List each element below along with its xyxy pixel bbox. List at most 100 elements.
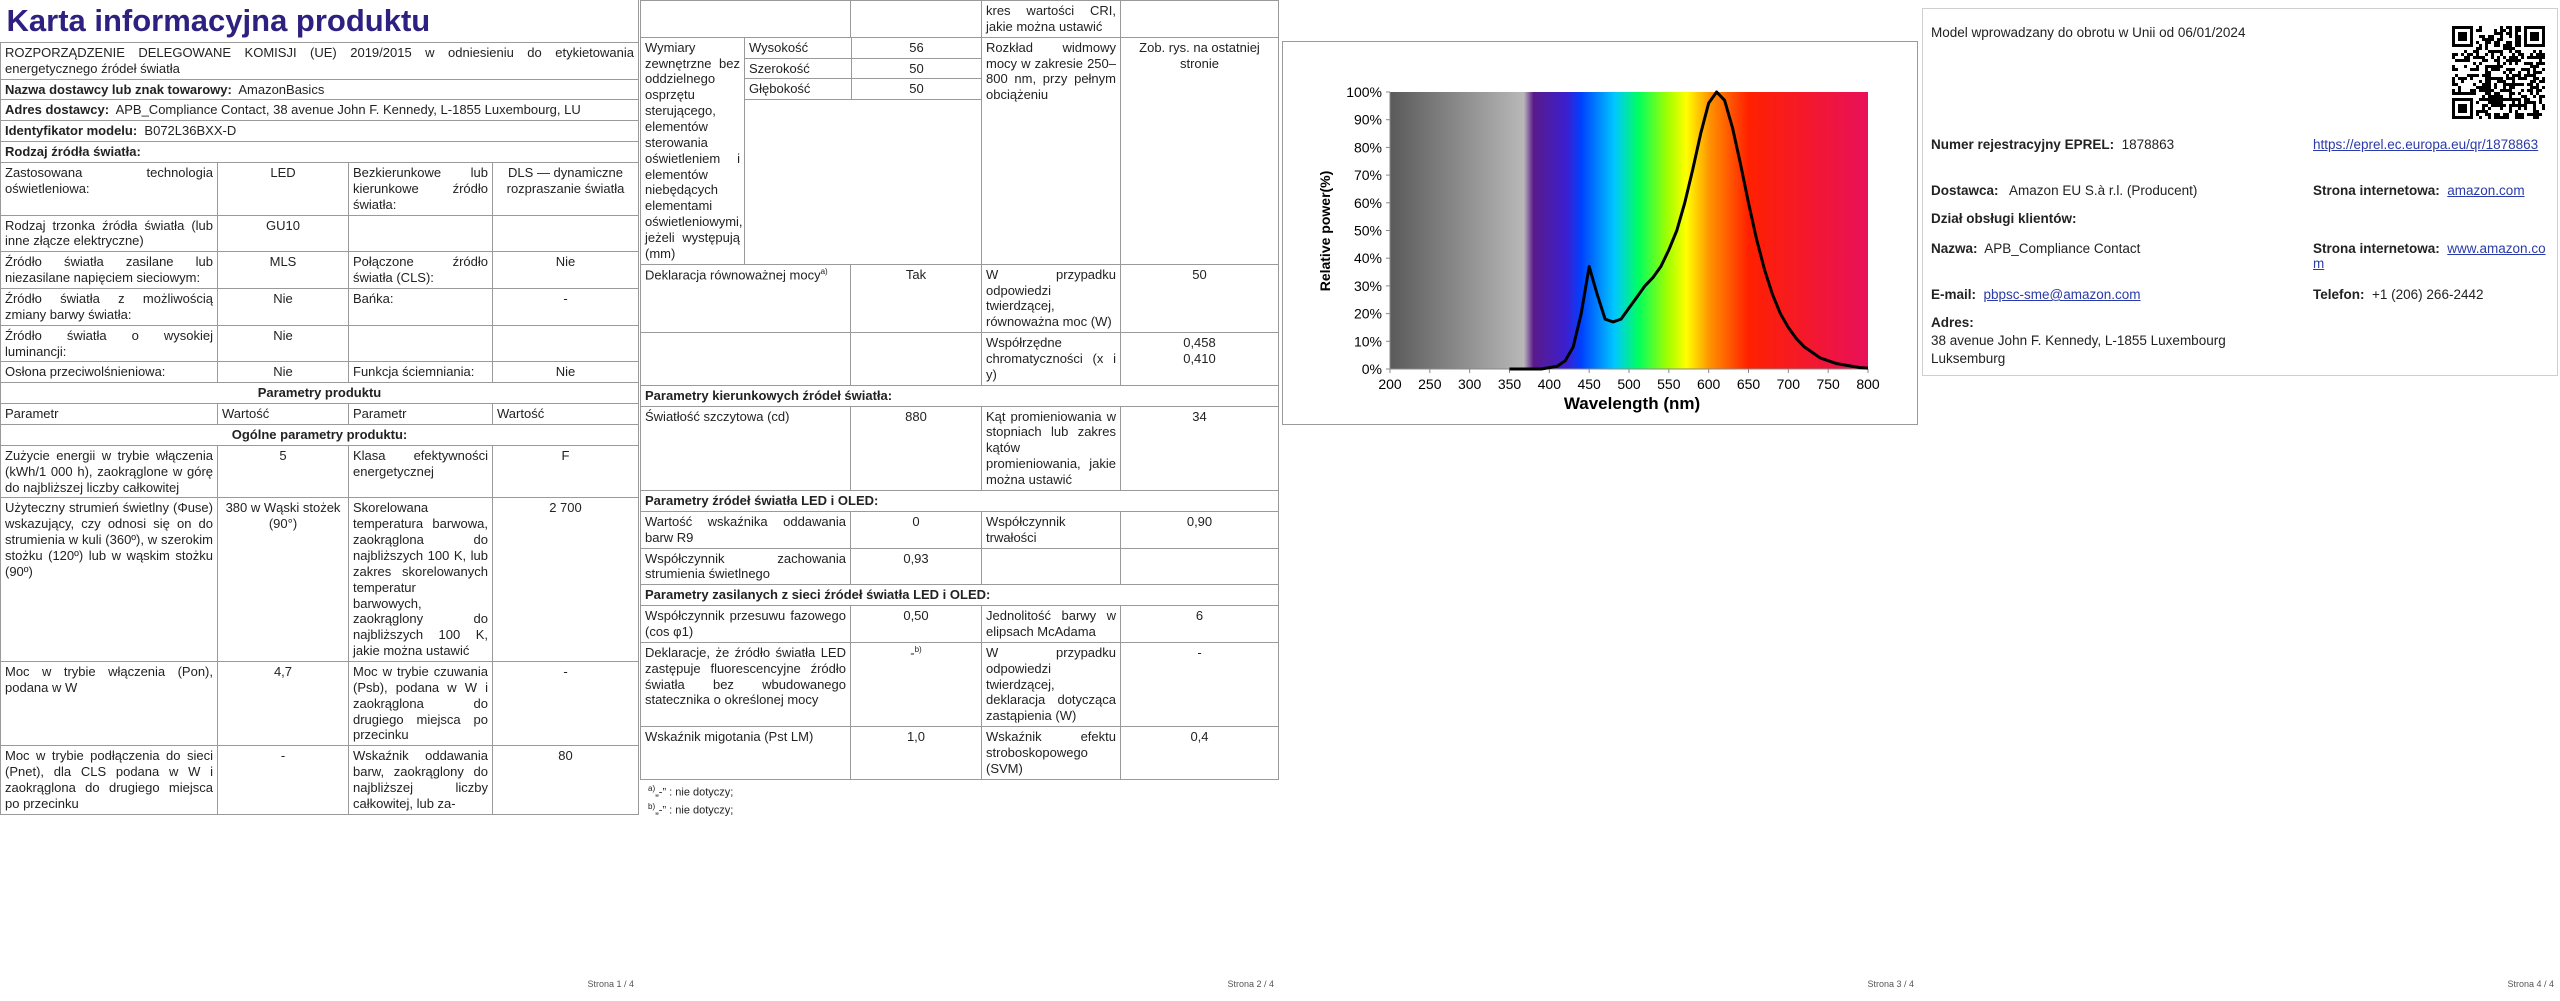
qr-module bbox=[2464, 92, 2467, 95]
qr-module bbox=[2533, 50, 2536, 53]
x-tick-label: 700 bbox=[1777, 376, 1801, 392]
page-content: kres wartości CRI, jakie można ustawić Wy… bbox=[640, 0, 1280, 972]
website-link[interactable]: www.amazon.com bbox=[2313, 241, 2546, 271]
qr-module bbox=[2491, 98, 2494, 101]
qr-module bbox=[2485, 65, 2488, 68]
qr-module bbox=[2488, 65, 2491, 68]
cell-text: - bbox=[563, 664, 568, 680]
table-row: Karta informacyjna produktu bbox=[0, 0, 639, 43]
qr-module bbox=[2458, 92, 2461, 95]
qr-module bbox=[2506, 41, 2509, 44]
qr-module bbox=[2479, 56, 2482, 59]
qr-module bbox=[2494, 116, 2497, 119]
cell-text: 0,50 bbox=[903, 608, 929, 624]
table-cell: Moc w trybie włączenia (Pon), podana w W bbox=[0, 661, 218, 747]
qr-module bbox=[2503, 62, 2506, 65]
qr-module bbox=[2503, 104, 2506, 107]
qr-module bbox=[2470, 92, 2473, 95]
cell-text: Współczynnik przesuwu fazowego (cos φ1) bbox=[645, 608, 846, 639]
qr-module bbox=[2497, 80, 2500, 83]
qr-module bbox=[2476, 50, 2479, 53]
qr-module bbox=[2482, 59, 2485, 62]
qr-module bbox=[2494, 32, 2497, 35]
qr-module bbox=[2542, 104, 2545, 107]
eprel-link[interactable]: https://eprel.ec.europa.eu/qr/1878863 bbox=[2313, 137, 2539, 152]
field-label: E-mail: bbox=[1931, 287, 1977, 302]
qr-module bbox=[2497, 50, 2500, 53]
qr-module bbox=[2491, 35, 2494, 38]
qr-module bbox=[2542, 68, 2545, 71]
table-cell: Osłona przeciwolśnieniowa: bbox=[0, 361, 218, 384]
qr-module bbox=[2479, 35, 2482, 38]
dimension-value: 56 bbox=[851, 37, 981, 59]
field-label: Telefon: bbox=[2313, 287, 2365, 302]
qr-module bbox=[2509, 83, 2512, 86]
table-cell bbox=[1120, 0, 1279, 38]
qr-module bbox=[2494, 77, 2497, 80]
qr-module bbox=[2521, 68, 2524, 71]
cell-text: Źródło światła z możliwością zmiany barw… bbox=[5, 290, 213, 322]
qr-module bbox=[2494, 50, 2497, 53]
page-footer: Strona 1 / 4 bbox=[587, 979, 634, 989]
qr-module bbox=[2485, 89, 2488, 92]
table-row: Moc w trybie włączenia (Pon), podana w W… bbox=[0, 661, 639, 747]
qr-module bbox=[2455, 53, 2458, 56]
table-cell bbox=[640, 332, 851, 386]
qr-module bbox=[2515, 116, 2518, 119]
product-table: Karta informacyjna produktu ROZPORZĄDZENI… bbox=[0, 0, 639, 815]
cell-text: kres wartości CRI, jakie można ustawić bbox=[986, 3, 1116, 34]
qr-module bbox=[2473, 62, 2476, 65]
table-row: Moc w trybie podłączenia do sieci (Pnet)… bbox=[0, 745, 639, 815]
qr-module bbox=[2488, 83, 2491, 86]
qr-module bbox=[2533, 95, 2536, 98]
table-row: Współczynnik przesuwu fazowego (cos φ1) 0… bbox=[640, 605, 1279, 643]
qr-module bbox=[2497, 32, 2500, 35]
qr-module bbox=[2491, 53, 2494, 56]
cell-text: LED bbox=[270, 164, 296, 180]
qr-module bbox=[2458, 104, 2467, 113]
cell-text: 34 bbox=[1192, 408, 1207, 424]
cell-text: Głębokość bbox=[749, 81, 811, 97]
cell-text: 56 bbox=[909, 39, 924, 55]
table-cell: Rozkład widmowy mocy w zakresie 250–800 … bbox=[981, 36, 1121, 265]
qr-module bbox=[2506, 77, 2509, 80]
qr-module bbox=[2536, 62, 2539, 65]
qr-module bbox=[2488, 107, 2491, 110]
qr-module bbox=[2500, 26, 2503, 29]
qr-module bbox=[2518, 83, 2521, 86]
qr-module bbox=[2476, 41, 2479, 44]
qr-module bbox=[2470, 77, 2473, 80]
qr-module bbox=[2488, 89, 2491, 92]
x-axis-label: Wavelength (nm) bbox=[1564, 394, 1700, 413]
qr-module bbox=[2488, 71, 2491, 74]
qr-module bbox=[2494, 44, 2497, 47]
qr-code bbox=[2452, 26, 2545, 119]
table-row: Deklaracja równoważnej mocya) Tak W przypa… bbox=[640, 263, 1279, 334]
qr-module bbox=[2536, 89, 2539, 92]
qr-module bbox=[2500, 32, 2503, 35]
qr-module bbox=[2509, 71, 2512, 74]
qr-module bbox=[2494, 92, 2497, 95]
y-tick-label: 80% bbox=[1354, 139, 1382, 155]
table-cell: Wskaźnik migotania (Pst LM) bbox=[640, 726, 851, 780]
dimension-name: Wysokość bbox=[745, 37, 852, 59]
page-1: Karta informacyjna produktu ROZPORZĄDZENI… bbox=[0, 0, 640, 1001]
qr-module bbox=[2452, 92, 2455, 95]
qr-module bbox=[2467, 53, 2470, 56]
y-tick-label: 0% bbox=[1362, 361, 1382, 377]
cell-text: Karta informacyjna produktu bbox=[6, 3, 431, 38]
website-link[interactable]: amazon.com bbox=[2447, 183, 2525, 198]
qr-module bbox=[2488, 92, 2491, 95]
qr-module bbox=[2518, 113, 2521, 116]
footnote: b)„-” : nie dotyczy; bbox=[648, 802, 1272, 817]
qr-module bbox=[2491, 50, 2494, 53]
qr-module bbox=[2464, 50, 2467, 53]
qr-module bbox=[2530, 92, 2533, 95]
qr-module bbox=[2530, 53, 2533, 56]
table-row: Zastosowana technologia oświetleniowa: LE… bbox=[0, 161, 639, 216]
email-link[interactable]: pbpsc-sme@amazon.com bbox=[1983, 287, 2141, 302]
cell-text: Skorelowana temperatura barwowa, zaokrąg… bbox=[353, 500, 488, 659]
qr-module bbox=[2464, 65, 2467, 68]
qr-module bbox=[2533, 113, 2536, 116]
table-cell: F bbox=[492, 444, 639, 499]
